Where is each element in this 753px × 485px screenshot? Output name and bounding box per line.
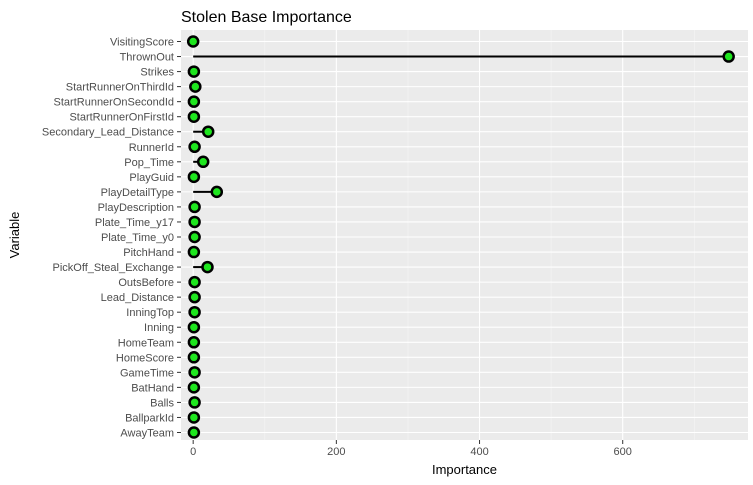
lollipop-point [188,366,201,379]
chart-title: Stolen Base Importance [181,9,352,26]
y-tick-label: VisitingScore [110,37,174,49]
lollipop-point [188,140,201,154]
lollipop-point [187,110,201,123]
y-tick-label: Plate_Time_y17 [95,217,174,229]
y-tick-label: GameTime [120,367,174,379]
lollipop-point [187,65,201,78]
y-tick-label: BallparkId [125,412,174,424]
y-tick-label: InningTop [126,307,174,319]
y-tick-label: PickOff_Steal_Exchange [53,262,174,274]
y-tick-label: HomeTeam [118,337,174,349]
lollipop-point [188,230,201,244]
lollipop-point [722,50,735,63]
lollipop-point [188,275,201,289]
lollipop-point [210,185,224,199]
lollipop-point [196,155,210,169]
lollipop-point [186,35,200,48]
lollipop-point [187,336,201,349]
y-tick-label: StartRunnerOnSecondId [54,97,174,109]
lollipop-point [187,411,201,424]
y-tick-label: Strikes [140,67,174,79]
y-tick-label: OutsBefore [118,277,174,289]
y-tick-label: Secondary_Lead_Distance [42,127,174,139]
grid-lines [181,30,748,440]
plot-panel [181,30,748,440]
lollipop-point [189,80,202,93]
points [186,35,735,439]
y-tick-label: Plate_Time_y0 [101,232,174,244]
lollipop-point [188,215,201,229]
lollipop-point [201,260,214,274]
y-tick-label: PlayDetailType [101,187,174,199]
x-tick-label: 0 [190,446,196,458]
y-tick-label: RunnerId [129,142,174,154]
y-tick-label: BatHand [131,382,174,394]
y-tick-label: AwayTeam [120,428,174,440]
y-tick-label: Lead_Distance [101,292,174,304]
y-tick-label: PitchHand [123,247,174,259]
y-tick-label: ThrownOut [120,52,174,64]
y-tick-label: StartRunnerOnFirstId [69,112,174,124]
y-tick-label: StartRunnerOnThirdId [66,82,174,94]
y-tick-label: PlayDescription [98,202,174,214]
lollipop-point [187,351,201,364]
lollipop-point [187,170,201,184]
x-axis: 0 200 400 600 [190,440,632,458]
y-tick-label: HomeScore [116,352,174,364]
lollipop-point [188,396,201,409]
lollipop-point [187,95,201,108]
lollipop-point [201,125,215,138]
lollipop-point [187,381,201,394]
y-axis: VisitingScore ThrownOut Strikes StartRunner… [42,37,181,440]
y-tick-label: Balls [150,397,174,409]
x-tick-label: 200 [327,446,345,458]
y-tick-label: Pop_Time [124,157,174,169]
x-tick-label: 400 [470,446,488,458]
lollipop-point [187,320,201,334]
lollipop-point [188,200,201,214]
y-axis-title: Variable [7,212,22,259]
y-tick-label: Inning [144,322,174,334]
lollipop-point [187,426,201,439]
lollipop-point [188,305,201,319]
lollipop-point [188,290,201,304]
lollipop-point [187,245,201,259]
x-axis-title: Importance [432,462,497,477]
x-tick-label: 600 [614,446,632,458]
y-tick-label: PlayGuid [129,172,174,184]
